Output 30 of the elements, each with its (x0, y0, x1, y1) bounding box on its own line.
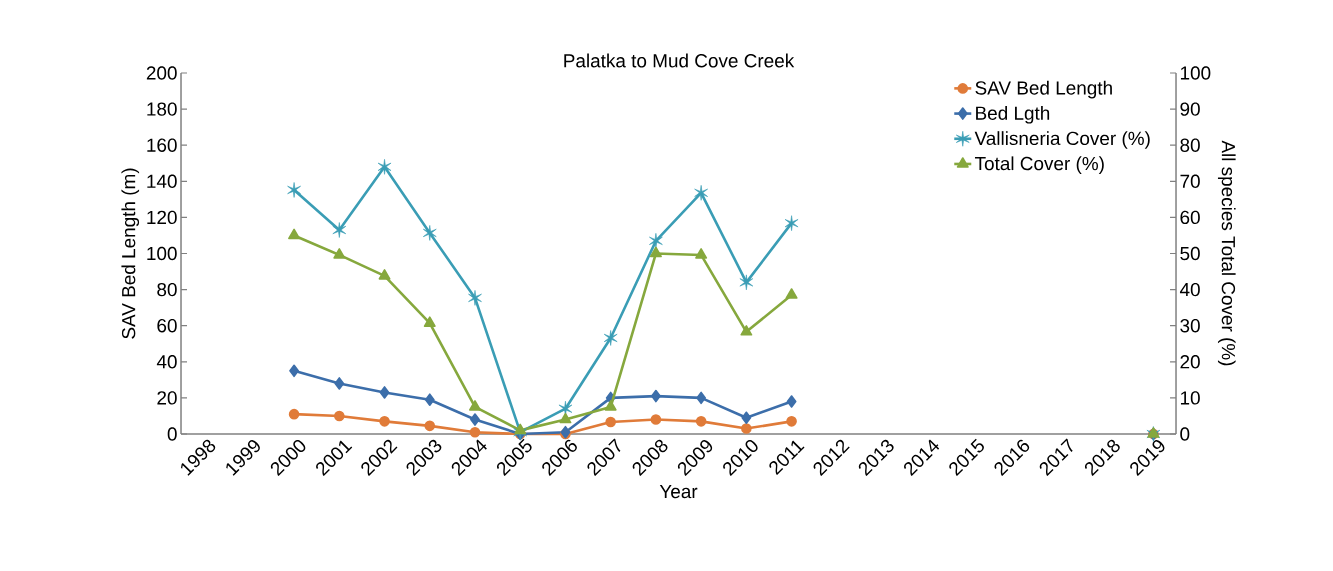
legend-label: Vallisneria Cover (%) (974, 131, 1150, 149)
y-tick-label: 60 (157, 318, 177, 333)
y2-tick-label: 50 (1180, 246, 1200, 261)
y2-tick-label: 100 (1180, 66, 1211, 80)
legend-label: SAV Bed Length (975, 80, 1112, 99)
y2-tick-label: 40 (1179, 282, 1200, 297)
chart-title: Palatka to Mud Cove Creek (564, 53, 795, 68)
y-tick-label: 40 (156, 355, 177, 369)
y-tick-label: 100 (147, 246, 177, 261)
y-tick-label: 120 (147, 210, 177, 225)
y-tick-label: 200 (146, 66, 177, 80)
y-tick-label: 20 (157, 391, 177, 405)
y2-tick-label: 60 (1180, 210, 1200, 225)
y2-tick-label: 30 (1180, 318, 1200, 333)
y-tick-label: 180 (147, 102, 177, 116)
y2-tick-label: 80 (1180, 138, 1200, 152)
legend-label: Bed Lgth (976, 105, 1050, 124)
x-axis-title: Year (659, 485, 698, 499)
legend-label: Total Cover (%) (974, 156, 1104, 174)
y2-tick-label: 10 (1180, 391, 1200, 405)
y2-tick-label: 70 (1180, 174, 1200, 188)
y2-tick-label: 20 (1180, 355, 1200, 369)
y-tick-label: 140 (147, 174, 177, 188)
y-axis-title: SAV Bed Length (m) (121, 168, 140, 339)
y-tick-label: 0 (167, 427, 177, 441)
y2-tick-label: 90 (1180, 102, 1200, 116)
y2-tick-label: 0 (1180, 427, 1190, 441)
y-tick-label: 80 (157, 282, 177, 297)
y2-axis-title: All species Total Cover (%) (1217, 140, 1236, 366)
y-tick-label: 160 (147, 138, 177, 152)
